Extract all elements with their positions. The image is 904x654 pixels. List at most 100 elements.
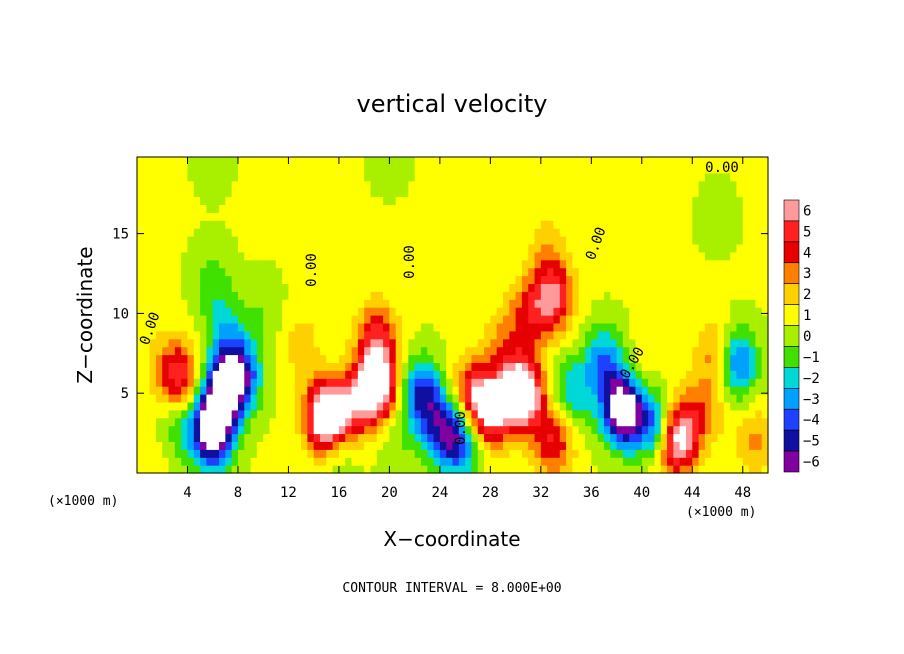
field-cell: [698, 449, 706, 458]
field-cell: [465, 401, 473, 411]
field-cell: [597, 425, 605, 435]
field-cell: [237, 465, 245, 474]
field-cell: [692, 267, 700, 277]
field-cell: [307, 401, 315, 411]
field-cell: [263, 370, 271, 379]
field-cell: [225, 204, 233, 213]
field-cell: [250, 346, 258, 356]
field-cell: [446, 354, 454, 363]
field-cell: [155, 291, 163, 300]
field-cell: [408, 362, 416, 371]
field-cell: [338, 425, 346, 435]
field-cell: [755, 196, 763, 205]
field-cell: [193, 441, 201, 450]
field-cell: [730, 370, 738, 379]
field-cell: [730, 315, 738, 324]
field-cell: [736, 251, 744, 261]
field-cell: [465, 425, 473, 435]
field-cell: [452, 386, 460, 395]
field-cell: [723, 220, 731, 229]
field-cell: [414, 330, 422, 340]
field-cell: [200, 251, 208, 261]
field-cell: [629, 401, 637, 411]
field-cell: [730, 322, 738, 332]
field-cell: [559, 228, 567, 237]
field-cell: [736, 330, 744, 340]
field-cell: [269, 401, 277, 411]
field-cell: [723, 401, 731, 411]
field-cell: [521, 220, 529, 229]
field-cell: [181, 338, 189, 348]
field-cell: [635, 409, 643, 419]
field-cell: [275, 212, 283, 221]
field-cell: [465, 433, 473, 442]
field-cell: [622, 188, 630, 198]
field-cell: [420, 275, 428, 284]
field-cell: [357, 212, 365, 221]
field-cell: [244, 457, 252, 466]
field-cell: [717, 283, 725, 292]
field-cell: [540, 204, 548, 213]
field-cell: [168, 243, 176, 253]
field-cell: [648, 465, 656, 474]
field-cell: [635, 212, 643, 221]
field-cell: [313, 315, 321, 324]
field-cell: [200, 220, 208, 229]
field-cell: [465, 322, 473, 332]
field-cell: [591, 449, 599, 458]
field-cell: [730, 433, 738, 442]
field-cell: [395, 228, 403, 237]
field-cell: [660, 330, 668, 340]
field-cell: [351, 394, 359, 403]
field-cell: [730, 212, 738, 221]
field-cell: [338, 441, 346, 450]
field-cell: [427, 378, 435, 387]
field-cell: [137, 204, 144, 213]
field-cell: [168, 433, 176, 442]
field-cell: [566, 275, 573, 284]
field-cell: [591, 157, 599, 166]
field-cell: [212, 433, 220, 442]
field-cell: [288, 354, 296, 363]
field-cell: [345, 449, 353, 458]
field-cell: [212, 409, 220, 419]
field-cell: [502, 196, 510, 205]
x-tick-label: 8: [234, 485, 242, 501]
field-cell: [301, 188, 308, 198]
field-cell: [364, 425, 372, 435]
field-cell: [414, 378, 422, 387]
field-cell: [351, 212, 359, 221]
field-cell: [338, 283, 346, 292]
field-cell: [389, 180, 397, 190]
field-cell: [540, 220, 548, 229]
field-cell: [622, 370, 630, 379]
field-cell: [465, 441, 473, 450]
field-cell: [420, 378, 428, 387]
field-cell: [616, 370, 624, 379]
field-cell: [193, 196, 201, 205]
field-cell: [452, 401, 460, 411]
field-cell: [641, 401, 649, 411]
field-cell: [654, 315, 662, 324]
field-cell: [698, 433, 706, 442]
field-cell: [212, 236, 220, 245]
field-cell: [206, 204, 214, 213]
field-cell: [427, 172, 435, 182]
field-cell: [294, 236, 302, 245]
field-cell: [547, 307, 555, 316]
field-cell: [174, 259, 182, 269]
field-cell: [345, 386, 353, 395]
field-cell: [439, 212, 447, 221]
field-cell: [143, 417, 151, 427]
field-cell: [736, 164, 744, 174]
field-cell: [137, 267, 144, 277]
field-cell: [547, 299, 555, 308]
field-cell: [641, 220, 649, 229]
field-cell: [395, 386, 403, 395]
field-cell: [408, 251, 416, 261]
field-cell: [301, 401, 308, 411]
field-cell: [351, 164, 359, 174]
field-cell: [704, 417, 712, 427]
field-cell: [648, 164, 656, 174]
field-cell: [149, 330, 157, 340]
